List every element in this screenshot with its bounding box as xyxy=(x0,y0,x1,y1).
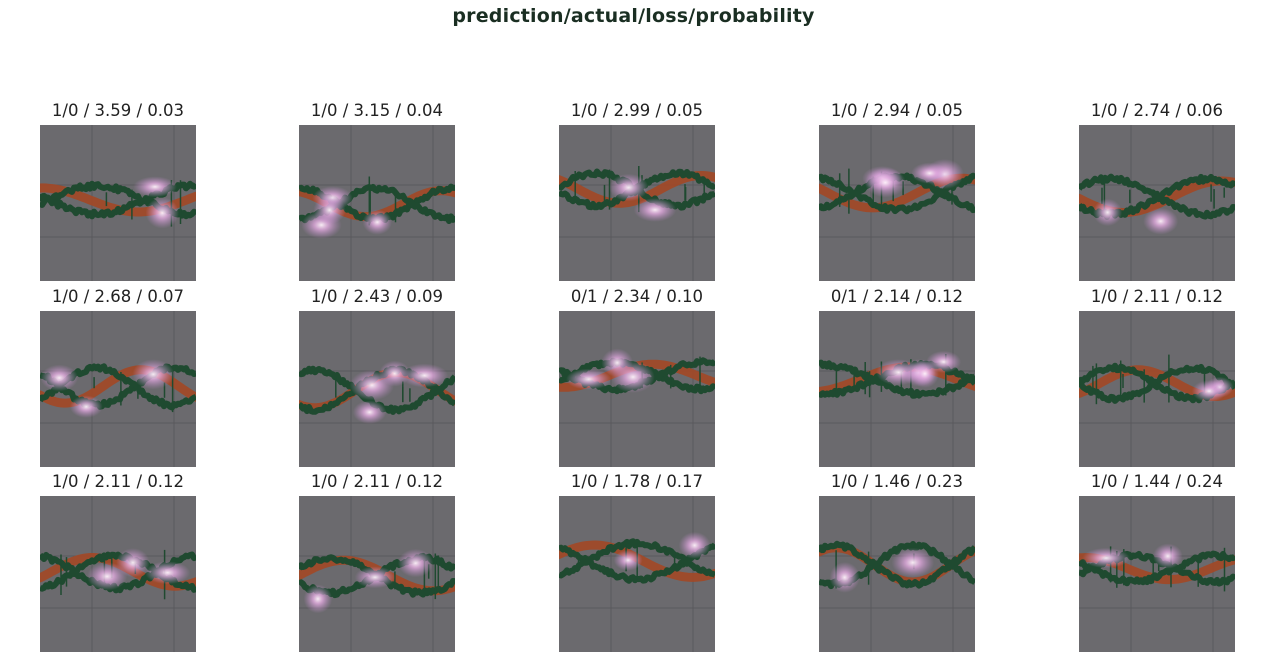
heatmap-blob xyxy=(133,176,177,198)
signal-plot xyxy=(819,125,975,281)
heatmap-blob xyxy=(349,369,395,401)
cell-label: 1/0 / 2.11 / 0.12 xyxy=(1090,287,1224,306)
cell-label: 1/0 / 1.44 / 0.24 xyxy=(1090,472,1224,491)
cell-label: 1/0 / 1.78 / 0.17 xyxy=(570,472,704,491)
cell-label: 1/0 / 2.99 / 0.05 xyxy=(570,101,704,120)
signal-heatmap-image xyxy=(1079,311,1235,467)
grid-cell: 0/1 / 2.34 / 0.10 xyxy=(537,287,737,472)
heatmap-blob xyxy=(362,209,392,235)
heatmap-blob xyxy=(613,549,643,571)
heatmap-blob xyxy=(891,547,935,578)
signal-plot xyxy=(1079,311,1235,467)
heatmap-blob xyxy=(1082,547,1130,569)
signal-plot xyxy=(299,496,455,652)
signal-plot xyxy=(1079,125,1235,281)
cell-label: 1/0 / 2.74 / 0.06 xyxy=(1090,101,1224,120)
cell-label: 0/1 / 2.34 / 0.10 xyxy=(570,287,704,306)
signal-plot xyxy=(40,311,196,467)
signal-heatmap-image xyxy=(40,496,196,652)
heatmap-blob xyxy=(1093,198,1123,227)
heatmap-blob xyxy=(144,561,191,585)
signal-heatmap-image xyxy=(819,311,975,467)
cell-label: 1/0 / 2.43 / 0.09 xyxy=(310,287,444,306)
green-trace xyxy=(559,538,715,579)
heatmap-blob xyxy=(397,548,434,578)
signal-plot xyxy=(299,311,455,467)
heatmap-blob xyxy=(829,562,860,593)
heatmap-blob xyxy=(911,162,949,184)
signal-plot xyxy=(1079,496,1235,652)
heatmap-blob xyxy=(352,400,387,424)
grid-cell: 1/0 / 2.11 / 0.12 xyxy=(18,472,218,652)
signal-heatmap-image xyxy=(1079,125,1235,281)
grid-cell: 1/0 / 1.44 / 0.24 xyxy=(1057,472,1257,652)
grid-cell: 1/0 / 2.11 / 0.12 xyxy=(1057,287,1257,472)
signal-plot xyxy=(559,311,715,467)
cell-label: 1/0 / 2.11 / 0.12 xyxy=(51,472,185,491)
signal-heatmap-image xyxy=(40,311,196,467)
cell-label: 1/0 / 3.59 / 0.03 xyxy=(51,101,185,120)
signal-heatmap-image xyxy=(1079,496,1235,652)
cell-label: 1/0 / 1.46 / 0.23 xyxy=(830,472,964,491)
signal-heatmap-image xyxy=(559,311,715,467)
heatmap-blob xyxy=(86,562,128,591)
cell-label: 1/0 / 3.15 / 0.04 xyxy=(310,101,444,120)
green-trace xyxy=(1079,363,1235,404)
signal-heatmap-image xyxy=(819,496,975,652)
signal-plot xyxy=(559,496,715,652)
heatmap-blob xyxy=(566,368,612,390)
heatmap-blob xyxy=(910,359,940,388)
signal-plot xyxy=(299,125,455,281)
green-trace xyxy=(819,359,975,399)
grid-cell: 1/0 / 2.74 / 0.06 xyxy=(1057,101,1257,286)
grid-cell: 1/0 / 2.11 / 0.12 xyxy=(277,472,477,652)
heatmap-blob xyxy=(40,364,79,392)
grid-cell: 1/0 / 3.15 / 0.04 xyxy=(277,101,477,286)
signal-heatmap-image xyxy=(559,496,715,652)
heatmap-blob xyxy=(633,198,677,222)
signal-plot xyxy=(559,125,715,281)
heatmap-blob xyxy=(1143,207,1179,235)
heatmap-blob xyxy=(145,197,179,229)
page-title: prediction/actual/loss/probability xyxy=(452,5,815,27)
heatmap-blob xyxy=(1152,543,1183,569)
signal-heatmap-image xyxy=(559,125,715,281)
grid-cell: 1/0 / 2.99 / 0.05 xyxy=(537,101,737,286)
cell-label: 0/1 / 2.14 / 0.12 xyxy=(830,287,964,306)
heatmap-blob xyxy=(609,173,649,202)
heatmap-blob xyxy=(678,531,711,559)
grid-cell: 1/0 / 2.43 / 0.09 xyxy=(277,287,477,472)
heatmap-blob xyxy=(132,359,175,390)
heatmap-blob xyxy=(313,195,346,225)
signal-heatmap-image xyxy=(299,125,455,281)
green-trace xyxy=(819,540,975,589)
cell-label: 1/0 / 2.68 / 0.07 xyxy=(51,287,185,306)
grid-cell: 0/1 / 2.14 / 0.12 xyxy=(797,287,997,472)
signal-heatmap-image xyxy=(40,125,196,281)
cell-label: 1/0 / 2.94 / 0.05 xyxy=(830,101,964,120)
grid-cell: 1/0 / 1.78 / 0.17 xyxy=(537,472,737,652)
grid-cell: 1/0 / 2.68 / 0.07 xyxy=(18,287,218,472)
signal-plot xyxy=(819,311,975,467)
heatmap-blob xyxy=(354,566,396,589)
signal-plot xyxy=(40,125,196,281)
heatmap-blob xyxy=(611,361,655,393)
signal-heatmap-image xyxy=(299,311,455,467)
signal-plot xyxy=(40,496,196,652)
grid-cell: 1/0 / 2.94 / 0.05 xyxy=(797,101,997,286)
heatmap-blob xyxy=(864,167,906,198)
grid-cell: 1/0 / 3.59 / 0.03 xyxy=(18,101,218,286)
heatmap-blob xyxy=(69,395,103,418)
heatmap-blob xyxy=(116,548,150,578)
grid-cell: 1/0 / 1.46 / 0.23 xyxy=(797,472,997,652)
signal-plot xyxy=(819,496,975,652)
signal-heatmap-image xyxy=(299,496,455,652)
heatmap-blob xyxy=(1191,380,1227,403)
signal-heatmap-image xyxy=(819,125,975,281)
heatmap-blob xyxy=(400,363,449,388)
heatmap-blob xyxy=(303,584,333,614)
cell-label: 1/0 / 2.11 / 0.12 xyxy=(310,472,444,491)
green-trace xyxy=(1079,550,1235,587)
